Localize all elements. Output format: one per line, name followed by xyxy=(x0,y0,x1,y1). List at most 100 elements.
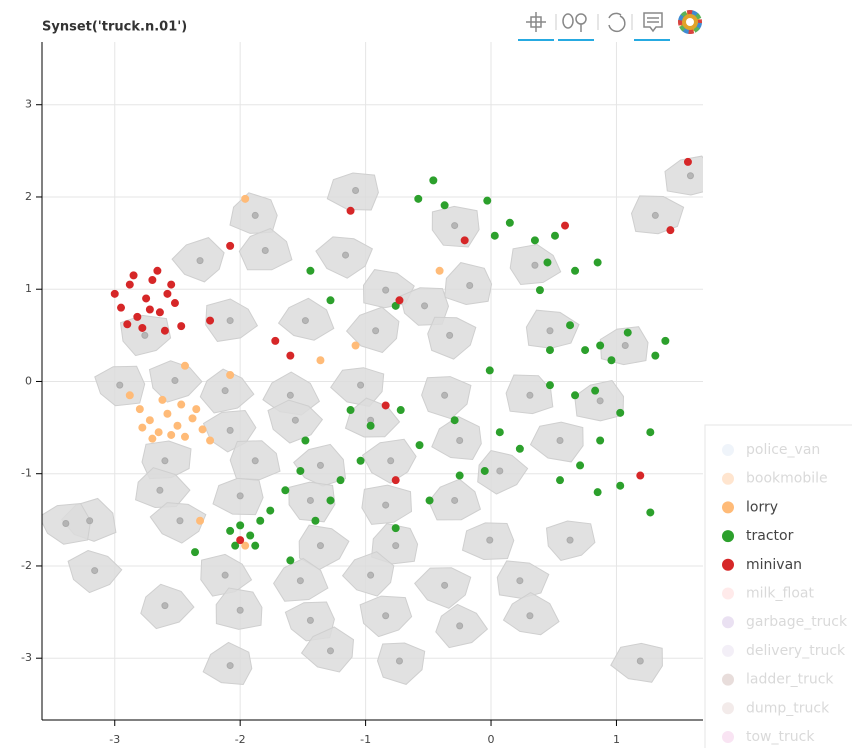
background-point xyxy=(451,222,459,230)
point xyxy=(366,421,375,430)
point xyxy=(148,434,157,443)
point xyxy=(391,301,400,310)
background-point xyxy=(372,327,380,335)
legend-label: garbage_truck xyxy=(746,614,848,630)
point xyxy=(251,541,260,550)
y-tick-label: -2 xyxy=(21,559,32,572)
legend-label: delivery_truck xyxy=(746,643,846,659)
background-point xyxy=(226,426,234,434)
background-point xyxy=(382,612,390,620)
background-point xyxy=(176,517,184,525)
point xyxy=(241,194,250,203)
point xyxy=(226,241,235,250)
point xyxy=(177,322,186,331)
background-point xyxy=(651,211,659,219)
point xyxy=(616,408,625,417)
point xyxy=(425,496,434,505)
point xyxy=(381,401,390,410)
point xyxy=(391,524,400,533)
background-point xyxy=(306,496,314,504)
background-point xyxy=(161,602,169,610)
background-point xyxy=(382,286,390,294)
point xyxy=(206,436,215,445)
background-point xyxy=(531,261,539,269)
background-point xyxy=(226,317,234,325)
hover-tool[interactable] xyxy=(634,12,670,41)
point xyxy=(326,296,335,305)
background-point xyxy=(496,467,504,475)
point xyxy=(142,294,151,303)
background-point xyxy=(286,391,294,399)
lasso-tool[interactable] xyxy=(558,13,594,41)
background-point xyxy=(526,391,534,399)
point xyxy=(286,556,295,565)
background-point xyxy=(116,381,124,389)
point xyxy=(160,326,169,335)
background-point xyxy=(91,567,99,575)
legend-swatch xyxy=(722,702,734,715)
point xyxy=(346,406,355,415)
point xyxy=(301,436,310,445)
background-point xyxy=(466,282,474,290)
point xyxy=(138,323,147,332)
point xyxy=(593,258,602,267)
bokeh-logo[interactable] xyxy=(678,10,702,34)
background-point xyxy=(316,542,324,550)
background-point xyxy=(526,612,534,620)
legend-swatch xyxy=(722,530,734,543)
background-point xyxy=(357,381,365,389)
background-point xyxy=(141,331,149,339)
legend-label: bookmobile xyxy=(746,471,828,487)
reset-tool[interactable] xyxy=(608,12,626,33)
point xyxy=(591,386,600,395)
background-point xyxy=(236,492,244,500)
background-point xyxy=(382,501,390,509)
point xyxy=(206,316,215,325)
point xyxy=(226,526,235,535)
point xyxy=(581,346,590,355)
point xyxy=(138,423,147,432)
background-point xyxy=(566,536,574,544)
point xyxy=(271,336,280,345)
points xyxy=(62,157,694,670)
y-tick-label: 2 xyxy=(25,190,32,203)
legend-label: ladder_truck xyxy=(746,672,834,688)
background-point xyxy=(86,517,94,525)
point xyxy=(145,416,154,425)
point xyxy=(155,308,164,317)
point xyxy=(180,432,189,441)
point xyxy=(576,461,585,470)
legend-swatch xyxy=(722,472,734,485)
point xyxy=(306,266,315,275)
point xyxy=(543,258,552,267)
point xyxy=(395,296,404,305)
legend-swatch xyxy=(722,673,734,686)
point xyxy=(266,506,275,515)
point xyxy=(666,226,675,235)
point xyxy=(351,341,360,350)
point xyxy=(311,516,320,525)
point xyxy=(455,471,464,480)
chart-title: Synset('truck.n.01') xyxy=(42,20,187,35)
point xyxy=(231,541,240,550)
point xyxy=(391,476,400,485)
legend-label: minivan xyxy=(746,557,802,573)
point xyxy=(170,299,179,308)
legend-swatch xyxy=(722,616,734,629)
background-point xyxy=(171,377,179,385)
cluster-shape xyxy=(431,415,482,461)
point xyxy=(192,405,201,414)
point xyxy=(490,231,499,240)
background-point xyxy=(486,536,494,544)
y-tick-label: 1 xyxy=(25,282,32,295)
point xyxy=(154,428,163,437)
point xyxy=(593,488,602,497)
background-point xyxy=(161,457,169,465)
background-point xyxy=(421,302,429,310)
point xyxy=(198,425,207,434)
point xyxy=(515,444,524,453)
background-point xyxy=(441,391,449,399)
point xyxy=(336,476,345,485)
pan-tool[interactable] xyxy=(518,12,554,41)
